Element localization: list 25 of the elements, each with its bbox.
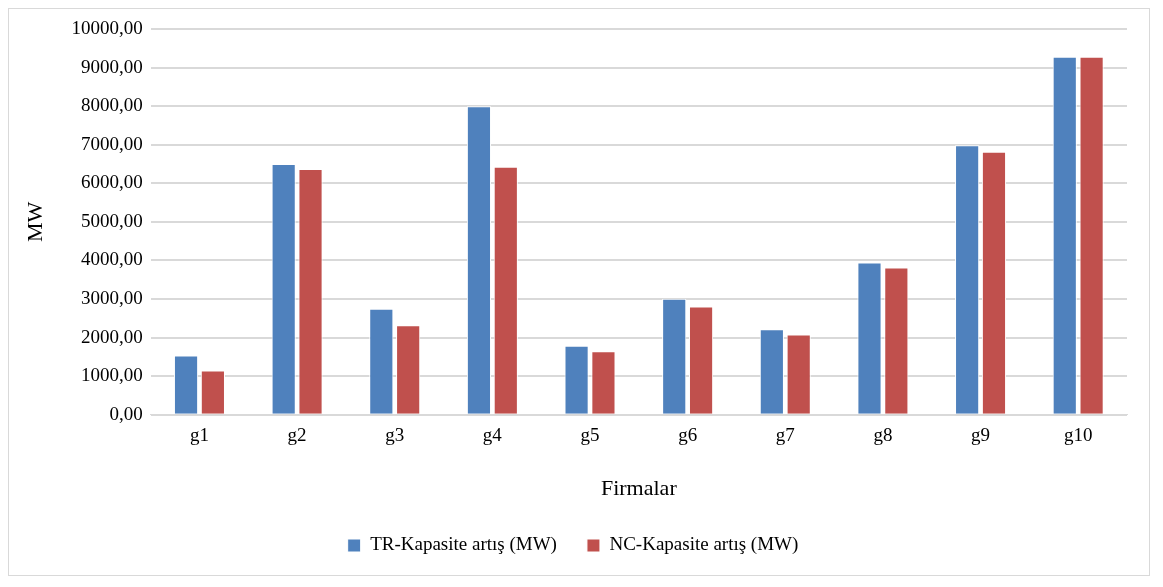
y-axis-title: MW (21, 201, 47, 243)
y-tick-label: 1000,00 (80, 364, 143, 386)
x-tick-label: g1 (189, 424, 209, 446)
legend-label: TR-Kapasite artış (MW) (370, 533, 557, 556)
x-tick-label: g7 (775, 424, 795, 446)
y-tick-label: 9000,00 (80, 55, 143, 77)
x-tick-label: g4 (482, 424, 503, 446)
y-tick-label: 3000,00 (80, 287, 143, 309)
x-tick-label: g10 (1063, 424, 1093, 446)
x-axis-title: Firmalar (600, 474, 678, 500)
y-tick-label: 10000,00 (71, 16, 143, 38)
x-tick-label: g2 (287, 424, 307, 446)
y-tick-label: 2000,00 (80, 325, 143, 347)
x-tick-label: g3 (385, 424, 405, 446)
y-tick-label: 4000,00 (80, 248, 143, 270)
y-tick-label: 0,00 (109, 402, 143, 424)
y-tick-label: 8000,00 (80, 94, 143, 116)
x-tick-label: g6 (678, 424, 698, 446)
y-tick-label: 5000,00 (80, 209, 143, 231)
x-tick-label: g8 (873, 424, 893, 446)
x-tick-label: g5 (580, 424, 600, 446)
x-tick-label: g9 (971, 424, 991, 446)
legend-label: NC-Kapasite artış (MW) (609, 533, 799, 556)
y-tick-label: 6000,00 (80, 171, 143, 193)
y-tick-label: 7000,00 (80, 132, 143, 154)
